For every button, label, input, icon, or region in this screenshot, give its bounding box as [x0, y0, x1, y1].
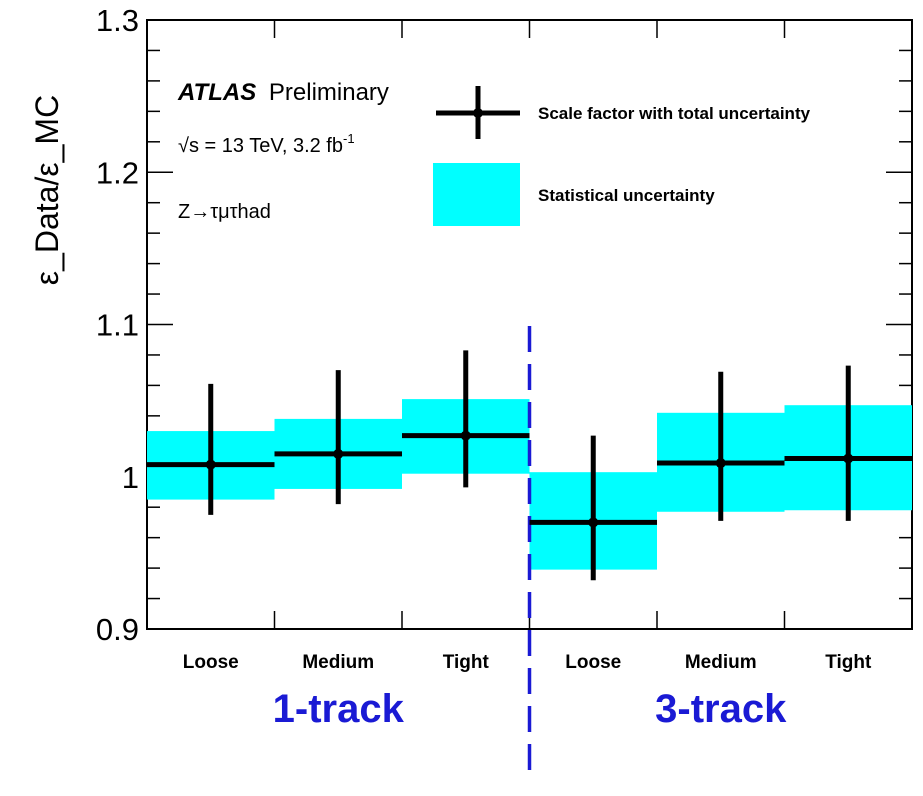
y-tick-label: 1 [122, 460, 139, 495]
x-category-label: Tight [443, 652, 490, 673]
x-category-label: Loose [565, 652, 621, 673]
atlas-label: ATLAS Preliminary [177, 79, 389, 106]
legend-total-label: Scale factor with total uncertainty [538, 104, 811, 123]
y-tick-label: 1.1 [96, 308, 139, 343]
data-point [205, 459, 216, 470]
y-tick-label: 1.3 [96, 3, 139, 38]
y-axis-label-main: ε_Data/ε_MC [29, 95, 65, 285]
y-tick-label: 0.9 [96, 612, 139, 647]
legend-stat-label: Statistical uncertainty [538, 186, 715, 205]
x-category-label: Loose [183, 652, 239, 673]
data-point [333, 448, 344, 459]
data-point [588, 517, 599, 528]
energy-text: √s = 13 TeV, 3.2 fb [178, 135, 343, 157]
group-label: 1-track [273, 687, 405, 731]
energy-label: √s = 13 TeV, 3.2 fb-1 [178, 131, 355, 157]
x-category-label: Tight [825, 652, 872, 673]
atlas-experiment: ATLAS [177, 79, 256, 106]
x-category-label: Medium [302, 652, 374, 673]
data-point [715, 458, 726, 469]
group-label: 3-track [655, 687, 787, 731]
data-point [843, 453, 854, 464]
atlas-status: Preliminary [269, 79, 389, 106]
x-category-label: Medium [685, 652, 757, 673]
legend-stat-swatch [433, 163, 520, 226]
data-point [460, 430, 471, 441]
y-tick-label: 1.2 [96, 155, 139, 190]
energy-superscript: -1 [343, 131, 355, 146]
y-axis-label: ε_Data/ε_MC [29, 95, 65, 285]
legend-total-marker [473, 108, 483, 118]
process-label: Z→τμτhad [178, 201, 271, 223]
